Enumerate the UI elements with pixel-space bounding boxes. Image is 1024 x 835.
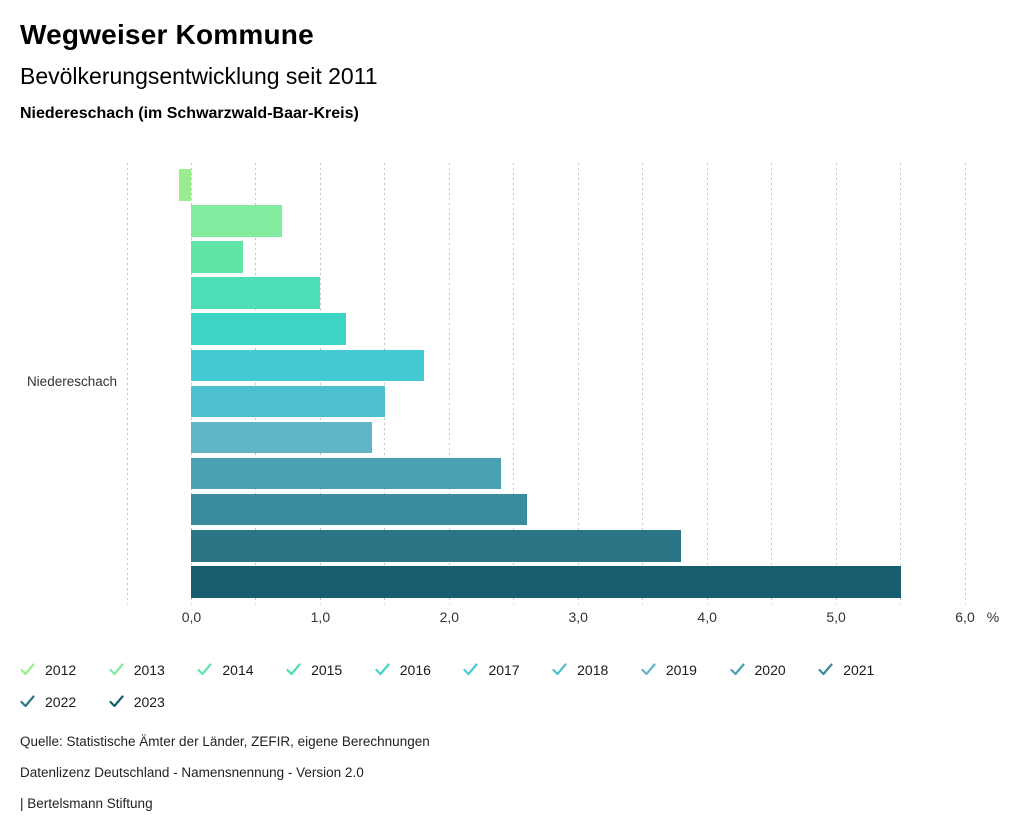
check-icon (197, 663, 212, 676)
check-icon (109, 695, 124, 708)
bar-2020[interactable] (191, 457, 501, 490)
legend-item-2014[interactable]: 2014 (197, 654, 286, 686)
publisher-line: | Bertelsmann Stiftung (20, 796, 153, 811)
legend-item-2021[interactable]: 2021 (818, 654, 907, 686)
check-icon (552, 663, 567, 676)
source-line: Quelle: Statistische Ämter der Länder, Z… (20, 734, 430, 749)
check-icon (729, 663, 745, 676)
x-axis: 0,0 1,0 2,0 3,0 4,0 5,0 6,0% (127, 606, 1000, 628)
region-label: Niedereschach (im Schwarzwald-Baar-Kreis… (20, 105, 359, 122)
legend-year-label: 2018 (577, 661, 609, 678)
legend-item-2012[interactable]: 2012 (20, 654, 109, 686)
legend-item-2017[interactable]: 2017 (463, 654, 552, 686)
bar-2013[interactable] (191, 205, 282, 237)
gridline (771, 163, 773, 604)
legend-year-label: 2022 (45, 693, 77, 710)
gridline (835, 163, 837, 604)
legend-item-2023[interactable]: 2023 (109, 686, 198, 718)
chart-subtitle: Bevölkerungsentwicklung seit 2011 (20, 63, 378, 89)
x-tick-label: 3,0 (568, 609, 588, 625)
license-line: Datenlizenz Deutschland - Namensnennung … (20, 765, 364, 780)
check-icon (109, 663, 124, 676)
gridline (255, 163, 257, 604)
bar-2019[interactable] (191, 421, 372, 454)
legend-year-label: 2019 (665, 661, 697, 678)
check-icon (641, 663, 656, 676)
check-icon (375, 663, 390, 676)
gridline (448, 163, 450, 604)
bar-2022[interactable] (191, 530, 682, 562)
legend-year-label: 2021 (843, 661, 875, 678)
gridline (513, 163, 515, 604)
bar-2017[interactable] (191, 349, 424, 382)
check-icon (20, 695, 35, 708)
gridline (706, 163, 708, 604)
bar-2021[interactable] (191, 493, 527, 526)
bar-2014[interactable] (191, 241, 244, 273)
page-title: Wegweiser Kommune (20, 19, 314, 50)
legend: 2012 2013 2014 2015 2016 2017 2018 2019 2020 2021… (20, 654, 930, 717)
x-tick-label: 2,0 (439, 609, 460, 625)
bar-2015[interactable] (191, 277, 321, 309)
check-icon (20, 663, 35, 676)
legend-item-2018[interactable]: 2018 (552, 654, 641, 686)
check-icon (286, 663, 301, 676)
gridline (577, 163, 579, 604)
x-tick-label: 5,0 (826, 609, 846, 625)
legend-year-label: 2020 (754, 661, 786, 678)
bar-2016[interactable] (191, 313, 347, 345)
x-tick-label: 6,0 (955, 609, 975, 625)
x-tick-label: 0,0 (181, 609, 202, 625)
x-axis-unit-label: % (986, 609, 1000, 625)
bar-2018[interactable] (191, 385, 385, 418)
gridline (964, 163, 966, 604)
legend-item-2020[interactable]: 2020 (729, 654, 819, 686)
bar-2023[interactable] (191, 566, 901, 598)
gridline (384, 163, 386, 604)
footer: Quelle: Statistische Ämter der Länder, Z… (20, 726, 430, 819)
y-axis-category-label: Niedereschach (26, 374, 117, 389)
x-tick-label: 1,0 (310, 609, 331, 625)
check-icon (463, 663, 479, 676)
gridline (126, 163, 128, 604)
legend-year-label: 2016 (399, 661, 431, 678)
legend-item-2013[interactable]: 2013 (109, 654, 198, 686)
legend-year-label: 2014 (222, 661, 254, 678)
gridline (190, 163, 192, 604)
legend-year-label: 2013 (133, 661, 165, 678)
legend-year-label: 2023 (133, 693, 165, 710)
legend-year-label: 2015 (311, 661, 343, 678)
gridline (319, 163, 321, 604)
gridline (900, 163, 902, 604)
check-icon (818, 663, 833, 676)
legend-item-2016[interactable]: 2016 (375, 654, 464, 686)
legend-item-2022[interactable]: 2022 (20, 686, 109, 718)
legend-year-label: 2012 (45, 661, 77, 678)
legend-year-label: 2017 (488, 661, 520, 678)
gridline (642, 163, 644, 604)
bar-2012[interactable] (178, 169, 192, 201)
x-tick-label: 4,0 (697, 609, 717, 625)
legend-item-2019[interactable]: 2019 (641, 654, 730, 686)
legend-item-2015[interactable]: 2015 (286, 654, 375, 686)
plot-area (126, 163, 966, 604)
